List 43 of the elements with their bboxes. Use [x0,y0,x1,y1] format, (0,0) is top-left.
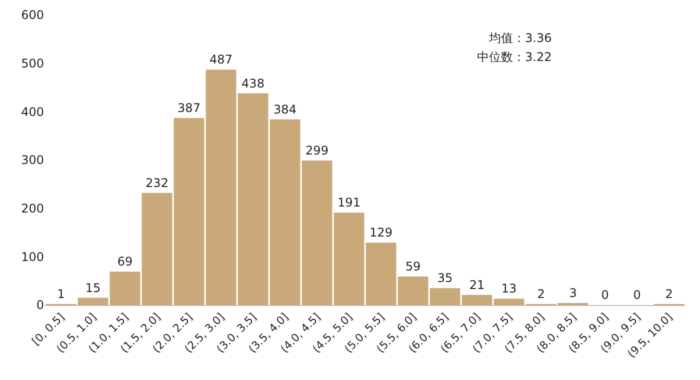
bar [238,93,268,305]
data-label: 35 [437,271,453,286]
y-tick-label: 200 [21,202,44,216]
data-label: 69 [117,254,133,269]
bar [110,272,140,305]
data-label: 2 [537,287,545,301]
data-label: 13 [501,282,517,296]
data-label: 191 [338,196,360,210]
y-tick-label: 300 [21,153,44,168]
data-label: 129 [370,226,392,240]
y-tick-label: 600 [21,8,44,22]
bar [366,242,396,305]
data-label: 1 [57,287,65,301]
data-label: 3 [569,286,577,300]
data-label: 232 [146,176,168,190]
data-label: 387 [178,100,200,115]
bar [398,276,428,305]
y-tick-label: 500 [21,56,44,71]
y-tick-label: 400 [21,104,44,119]
data-label: 487 [210,52,232,67]
annotation: 均值：3.36 [488,31,552,45]
data-label: 0 [633,288,641,302]
bar [78,298,108,305]
data-label: 384 [274,102,296,116]
bar [494,298,524,305]
bar [302,160,332,305]
data-label: 21 [469,278,485,292]
bar [174,118,204,305]
y-tick-label: 0 [36,298,44,312]
data-label: 0 [601,288,609,302]
bar [206,70,236,305]
bar [270,119,300,305]
y-tick-label: 100 [21,250,44,264]
bar [462,294,492,305]
data-label: 59 [405,259,421,274]
data-label: 438 [242,76,264,90]
bar [430,288,460,305]
data-label: 2 [665,287,673,301]
data-label: 15 [85,280,101,295]
bar [142,192,172,305]
bar [334,212,364,305]
annotation: 中位数：3.22 [477,50,552,64]
data-label: 299 [306,143,328,158]
